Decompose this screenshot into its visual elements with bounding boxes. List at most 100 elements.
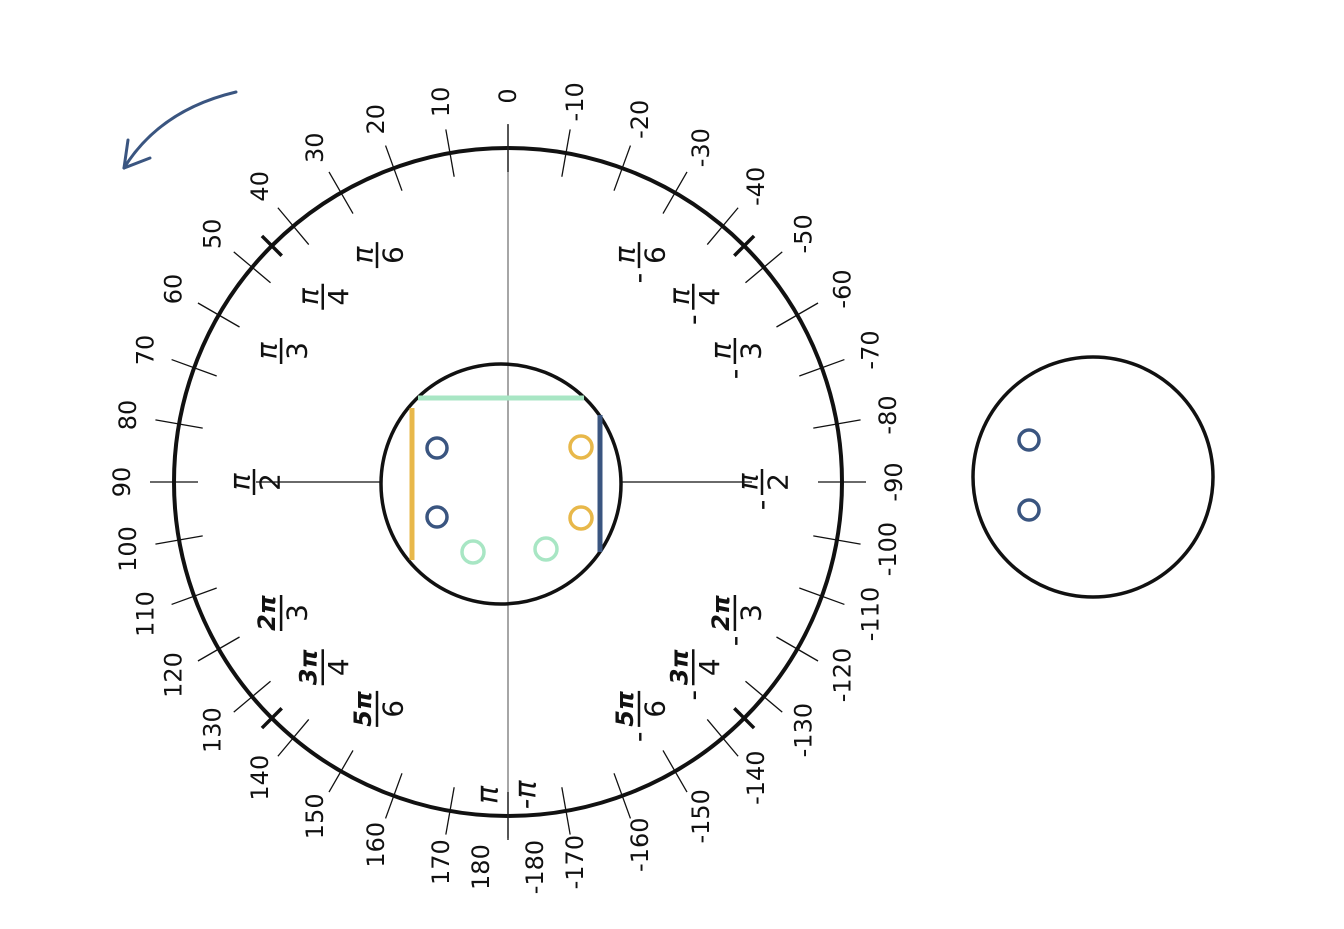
degree-label: -80 [874,395,902,434]
degree-label: -110 [857,587,885,641]
degree-label: 30 [301,132,329,163]
degree-tick [233,251,271,284]
gold-marker-upper [568,434,594,460]
degree-tick [277,719,310,757]
degree-label: 70 [131,335,159,366]
degree-label: -180 [521,840,549,894]
inner-circle-diagram [379,362,623,606]
radian-label: π6 [347,242,410,269]
degree-tick [197,636,240,662]
degree-label: 140 [246,755,274,801]
degree-label: -130 [790,703,818,757]
pi-label: π [471,785,506,804]
degree-label: 80 [114,400,142,431]
radian-denominator: 6 [639,700,672,718]
radian-tick [260,234,283,257]
degree-tick [613,773,632,819]
radian-label: - π6 [609,242,672,284]
degree-label: 180 [467,844,495,890]
degree-tick [155,419,203,429]
degree-label: 0 [494,88,522,103]
degree-label: -60 [828,269,856,308]
side-circle [971,355,1215,599]
radian-label: - π2 [732,469,795,510]
neg-pi-label: -π [509,780,544,810]
degree-tick [706,719,739,757]
degree-tick [745,680,783,713]
degree-label: 120 [160,652,188,698]
radian-denominator: 4 [322,288,355,306]
degree-tick [233,680,271,713]
radian-label: - 5π 6 [611,690,672,742]
radian-sign: - [717,636,752,647]
radian-denominator: 6 [639,246,672,264]
radian-denominator: 4 [693,658,726,676]
degree-label: -70 [857,330,885,369]
degree-label: 100 [114,526,142,572]
radian-numerator: π [347,246,380,264]
degree-tick [384,145,403,191]
counterclockwise-arrow-icon [122,90,238,170]
radian-numerator: π [251,341,284,359]
degree-tick [328,750,354,793]
radian-numerator: 3π [295,649,323,685]
radian-numerator: π [609,246,642,264]
degree-tick [662,171,688,214]
radian-denominator: 3 [734,604,767,622]
degree-tick [384,773,403,819]
degree-label: -100 [874,522,902,576]
degree-tick [155,535,203,545]
radian-label: - π4 [663,283,726,325]
radian-numerator: 2π [707,595,735,631]
degree-label: -30 [687,128,715,167]
degree-label: 110 [131,591,159,637]
navy-marker-upper [425,436,449,460]
radian-label: - π3 [704,338,767,379]
mint-marker-right [533,536,559,562]
degree-tick [328,171,354,214]
inner-circle [379,362,623,606]
radian-sign: - [717,369,752,380]
tick-marks [150,124,866,840]
degree-tick [445,129,455,177]
radian-label: 3π 4 [295,649,355,686]
radian-numerator: π [732,472,765,490]
degree-label: 10 [427,87,455,118]
radian-sign: - [676,690,711,701]
degree-tick [745,251,783,284]
degree-tick [561,787,571,835]
radian-label: - 2π 3 [707,595,767,647]
degree-tick [706,207,739,245]
degree-label: 40 [246,171,274,202]
degree-label: 150 [301,793,329,839]
radian-denominator: 3 [734,342,767,360]
degree-tick [197,302,240,328]
degree-tick [613,145,632,191]
degree-label: 20 [362,104,390,135]
degree-label: -160 [626,817,654,871]
radian-numerator: π [663,287,696,305]
degree-label: -20 [626,100,654,139]
radian-label: - 3π 4 [665,649,726,701]
side-navy-marker-lower [1017,498,1041,522]
degree-label: -10 [561,82,589,121]
degree-tick [813,419,861,429]
degree-label: -90 [880,462,908,501]
radian-numerator: 5π [611,691,639,727]
radian-numerator: π [704,341,737,359]
mint-marker-left [460,539,486,565]
radian-numerator: 2π [253,595,281,631]
radian-label: 5π 6 [349,690,410,727]
degree-label: 60 [160,274,188,305]
side-navy-marker-upper [1017,428,1041,452]
degree-label: -140 [742,750,770,804]
navy-marker-lower [425,505,449,529]
degree-label: 50 [198,219,226,250]
radian-denominator: 6 [377,700,410,718]
gold-marker-lower [568,505,594,531]
radian-numerator: π [292,287,325,305]
radian-denominator: 4 [693,288,726,306]
degree-label: 130 [198,707,226,753]
